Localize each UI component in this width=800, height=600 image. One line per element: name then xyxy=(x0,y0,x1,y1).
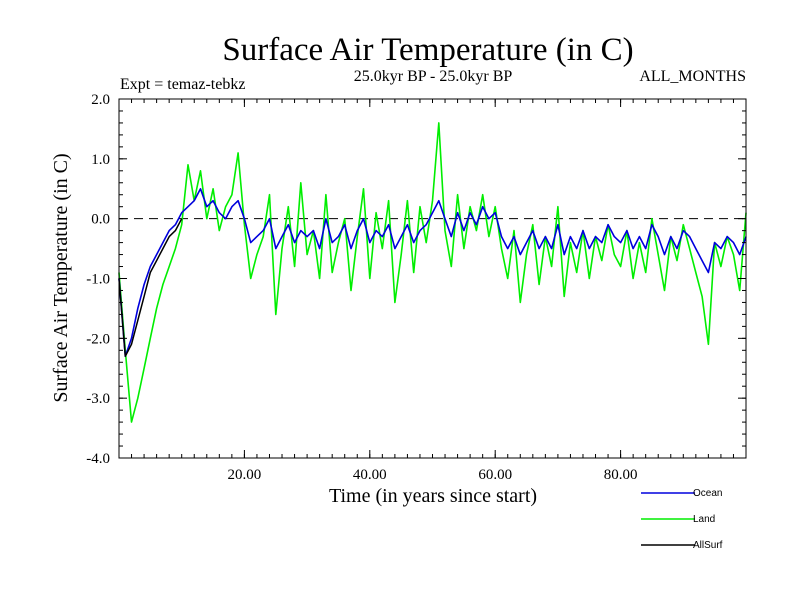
legend-label-ocean: Ocean xyxy=(693,488,722,499)
legend-label-land: Land xyxy=(693,514,715,525)
plot-area xyxy=(118,122,747,423)
subtitle-left: Expt = temaz-tebkz xyxy=(120,76,245,93)
legend: Ocean Land AllSurf xyxy=(641,488,723,551)
y-axis-label: Surface Air Temperature (in C) xyxy=(50,153,72,402)
x-tick-label: 60.00 xyxy=(478,467,512,483)
series-line-ocean xyxy=(118,188,747,358)
x-tick-label: 40.00 xyxy=(353,467,387,483)
chart-title: Surface Air Temperature (in C) xyxy=(222,32,633,68)
x-tick-label: 20.00 xyxy=(228,467,262,483)
y-tick-label: -2.0 xyxy=(86,331,110,347)
series-line-land xyxy=(118,122,747,423)
y-tick-label: 2.0 xyxy=(91,92,110,108)
subtitle-right: ALL_MONTHS xyxy=(639,68,746,85)
y-tick-label: -1.0 xyxy=(86,272,110,288)
y-tick-label: 0.0 xyxy=(91,212,110,228)
series-line-allsurf xyxy=(118,218,183,358)
plot-frame xyxy=(118,98,747,459)
y-tick-label: -4.0 xyxy=(86,451,110,467)
subtitle-center: 25.0kyr BP - 25.0kyr BP xyxy=(354,68,513,85)
y-tick-label: -3.0 xyxy=(86,391,110,407)
x-axis-label: Time (in years since start) xyxy=(329,485,537,507)
y-tick-label: 1.0 xyxy=(91,152,110,168)
x-tick-label: 80.00 xyxy=(604,467,638,483)
legend-label-allsurf: AllSurf xyxy=(693,540,723,551)
